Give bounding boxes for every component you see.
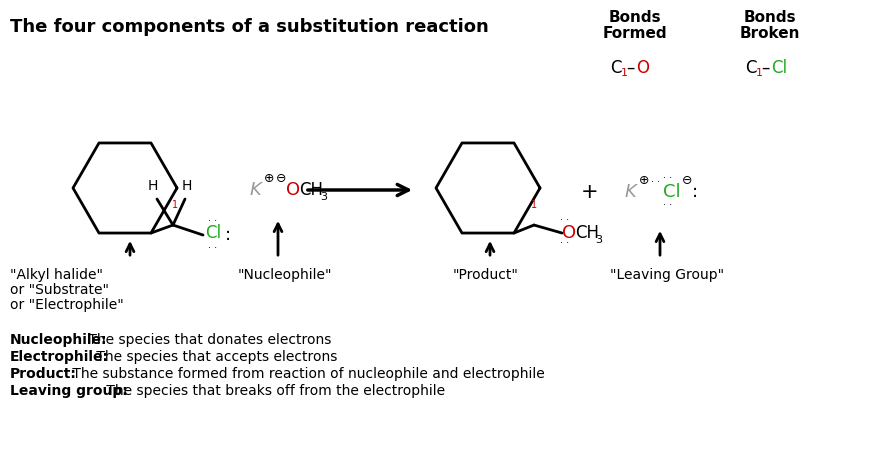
Text: The four components of a substitution reaction: The four components of a substitution re… — [10, 18, 489, 36]
Text: "Leaving Group": "Leaving Group" — [610, 268, 725, 282]
Text: · ·: · · — [560, 238, 569, 248]
Text: :: : — [225, 226, 231, 244]
Text: Leaving group:: Leaving group: — [10, 384, 128, 398]
Text: 1: 1 — [621, 68, 628, 78]
Text: 1: 1 — [172, 200, 178, 210]
Text: · ·: · · — [560, 215, 569, 225]
Text: Broken: Broken — [739, 26, 801, 41]
Text: O: O — [286, 181, 300, 199]
Text: :: : — [692, 183, 698, 201]
Text: C: C — [745, 59, 757, 77]
Text: –: – — [761, 59, 769, 77]
Text: Product:: Product: — [10, 367, 77, 381]
Text: · ·: · · — [663, 200, 672, 210]
Text: K: K — [250, 181, 261, 199]
Text: Cl: Cl — [663, 183, 681, 201]
Text: O: O — [636, 59, 649, 77]
Text: · ·: · · — [663, 173, 672, 183]
Text: 3: 3 — [320, 192, 327, 202]
Text: Bonds: Bonds — [744, 10, 796, 25]
Text: Cl: Cl — [771, 59, 787, 77]
Text: Electrophile:: Electrophile: — [10, 350, 109, 364]
Text: or "Electrophile": or "Electrophile" — [10, 298, 124, 312]
Text: CH: CH — [299, 181, 323, 199]
Text: K: K — [625, 183, 637, 201]
Text: or "Substrate": or "Substrate" — [10, 283, 109, 297]
Text: 1: 1 — [531, 200, 537, 210]
Text: C: C — [610, 59, 621, 77]
Text: CH: CH — [575, 224, 599, 242]
Text: –: – — [626, 59, 635, 77]
Text: The species that accepts electrons: The species that accepts electrons — [92, 350, 337, 364]
Text: The species that donates electrons: The species that donates electrons — [84, 333, 331, 347]
Text: ⊕: ⊕ — [639, 174, 649, 187]
Text: "Alkyl halide": "Alkyl halide" — [10, 268, 103, 282]
Text: · ·: · · — [208, 216, 217, 226]
Text: O: O — [562, 224, 576, 242]
Text: · ·: · · — [651, 177, 660, 187]
Text: 1: 1 — [756, 68, 763, 78]
Text: 3: 3 — [595, 235, 602, 245]
Text: Cl: Cl — [205, 224, 221, 242]
Text: H: H — [182, 179, 192, 193]
Text: ⊕: ⊕ — [264, 171, 274, 184]
Text: ⊖: ⊖ — [682, 174, 692, 187]
Text: ⊖: ⊖ — [276, 171, 287, 184]
Text: Nucleophile:: Nucleophile: — [10, 333, 108, 347]
Text: H: H — [148, 179, 158, 193]
Text: "Product": "Product" — [453, 268, 519, 282]
Text: Bonds: Bonds — [608, 10, 662, 25]
Text: Formed: Formed — [603, 26, 668, 41]
Text: The species that breaks off from the electrophile: The species that breaks off from the ele… — [102, 384, 445, 398]
Text: · ·: · · — [208, 243, 217, 253]
Text: +: + — [581, 182, 599, 202]
Text: "Nucleophile": "Nucleophile" — [238, 268, 332, 282]
Text: The substance formed from reaction of nucleophile and electrophile: The substance formed from reaction of nu… — [68, 367, 545, 381]
